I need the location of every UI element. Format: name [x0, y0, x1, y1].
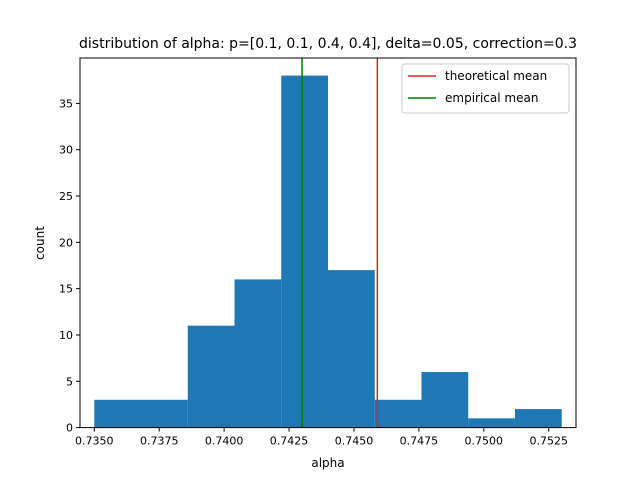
- x-tick-label: 0.7475: [400, 435, 439, 448]
- legend-box: [401, 63, 570, 114]
- legend-label: empirical mean: [445, 91, 538, 105]
- y-axis-label: count: [33, 226, 47, 260]
- x-tick-label: 0.7525: [529, 435, 568, 448]
- histogram-bars: [94, 75, 562, 428]
- histogram-bar: [514, 409, 562, 428]
- histogram-bar: [234, 279, 282, 428]
- y-tick-label: 15: [59, 283, 73, 296]
- legend-entries: theoretical mean empirical mean: [408, 69, 547, 105]
- histogram-bar: [468, 418, 515, 428]
- histogram-bar: [187, 325, 235, 428]
- x-tick-label: 0.7350: [75, 435, 114, 448]
- x-tick-label: 0.7425: [270, 435, 309, 448]
- histogram-bar: [141, 399, 188, 428]
- x-tick-label: 0.7500: [465, 435, 504, 448]
- histogram-bar: [374, 399, 422, 428]
- x-axis-label: alpha: [311, 456, 344, 470]
- histogram-bar: [94, 399, 142, 428]
- x-tick-label: 0.7400: [205, 435, 244, 448]
- y-tick-label: 10: [59, 329, 73, 342]
- legend-label: theoretical mean: [445, 69, 547, 83]
- y-tick-label: 0: [66, 422, 73, 435]
- chart-title: distribution of alpha: p=[0.1, 0.1, 0.4,…: [79, 36, 577, 52]
- y-tick-label: 20: [59, 236, 73, 249]
- y-tick-label: 5: [66, 375, 73, 388]
- x-tick-label: 0.7375: [140, 435, 179, 448]
- y-tick-label: 30: [59, 144, 73, 157]
- histogram-bar: [421, 372, 469, 428]
- y-tick-label: 25: [59, 190, 73, 203]
- x-tick-label: 0.7450: [335, 435, 374, 448]
- histogram-bar: [281, 75, 328, 428]
- y-axis-ticks: 0 5 10 15 20 25 30 35: [59, 97, 80, 435]
- x-axis-ticks: 0.7350 0.7375 0.7400 0.7425 0.7450 0.7475 0.75…: [75, 427, 568, 448]
- y-tick-label: 35: [59, 97, 73, 110]
- histogram-bar: [328, 270, 375, 428]
- mean-lines: [301, 58, 379, 428]
- chart-legend: theoretical mean empirical mean: [401, 63, 570, 114]
